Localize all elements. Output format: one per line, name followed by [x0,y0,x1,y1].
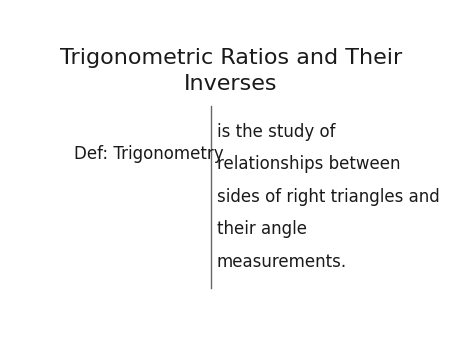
Text: their angle: their angle [217,220,307,238]
Text: Def: Trigonometry: Def: Trigonometry [74,145,223,163]
Text: is the study of: is the study of [217,123,335,141]
Text: Trigonometric Ratios and Their
Inverses: Trigonometric Ratios and Their Inverses [59,48,402,94]
Text: measurements.: measurements. [217,253,347,271]
Text: relationships between: relationships between [217,155,400,173]
Text: sides of right triangles and: sides of right triangles and [217,188,439,206]
